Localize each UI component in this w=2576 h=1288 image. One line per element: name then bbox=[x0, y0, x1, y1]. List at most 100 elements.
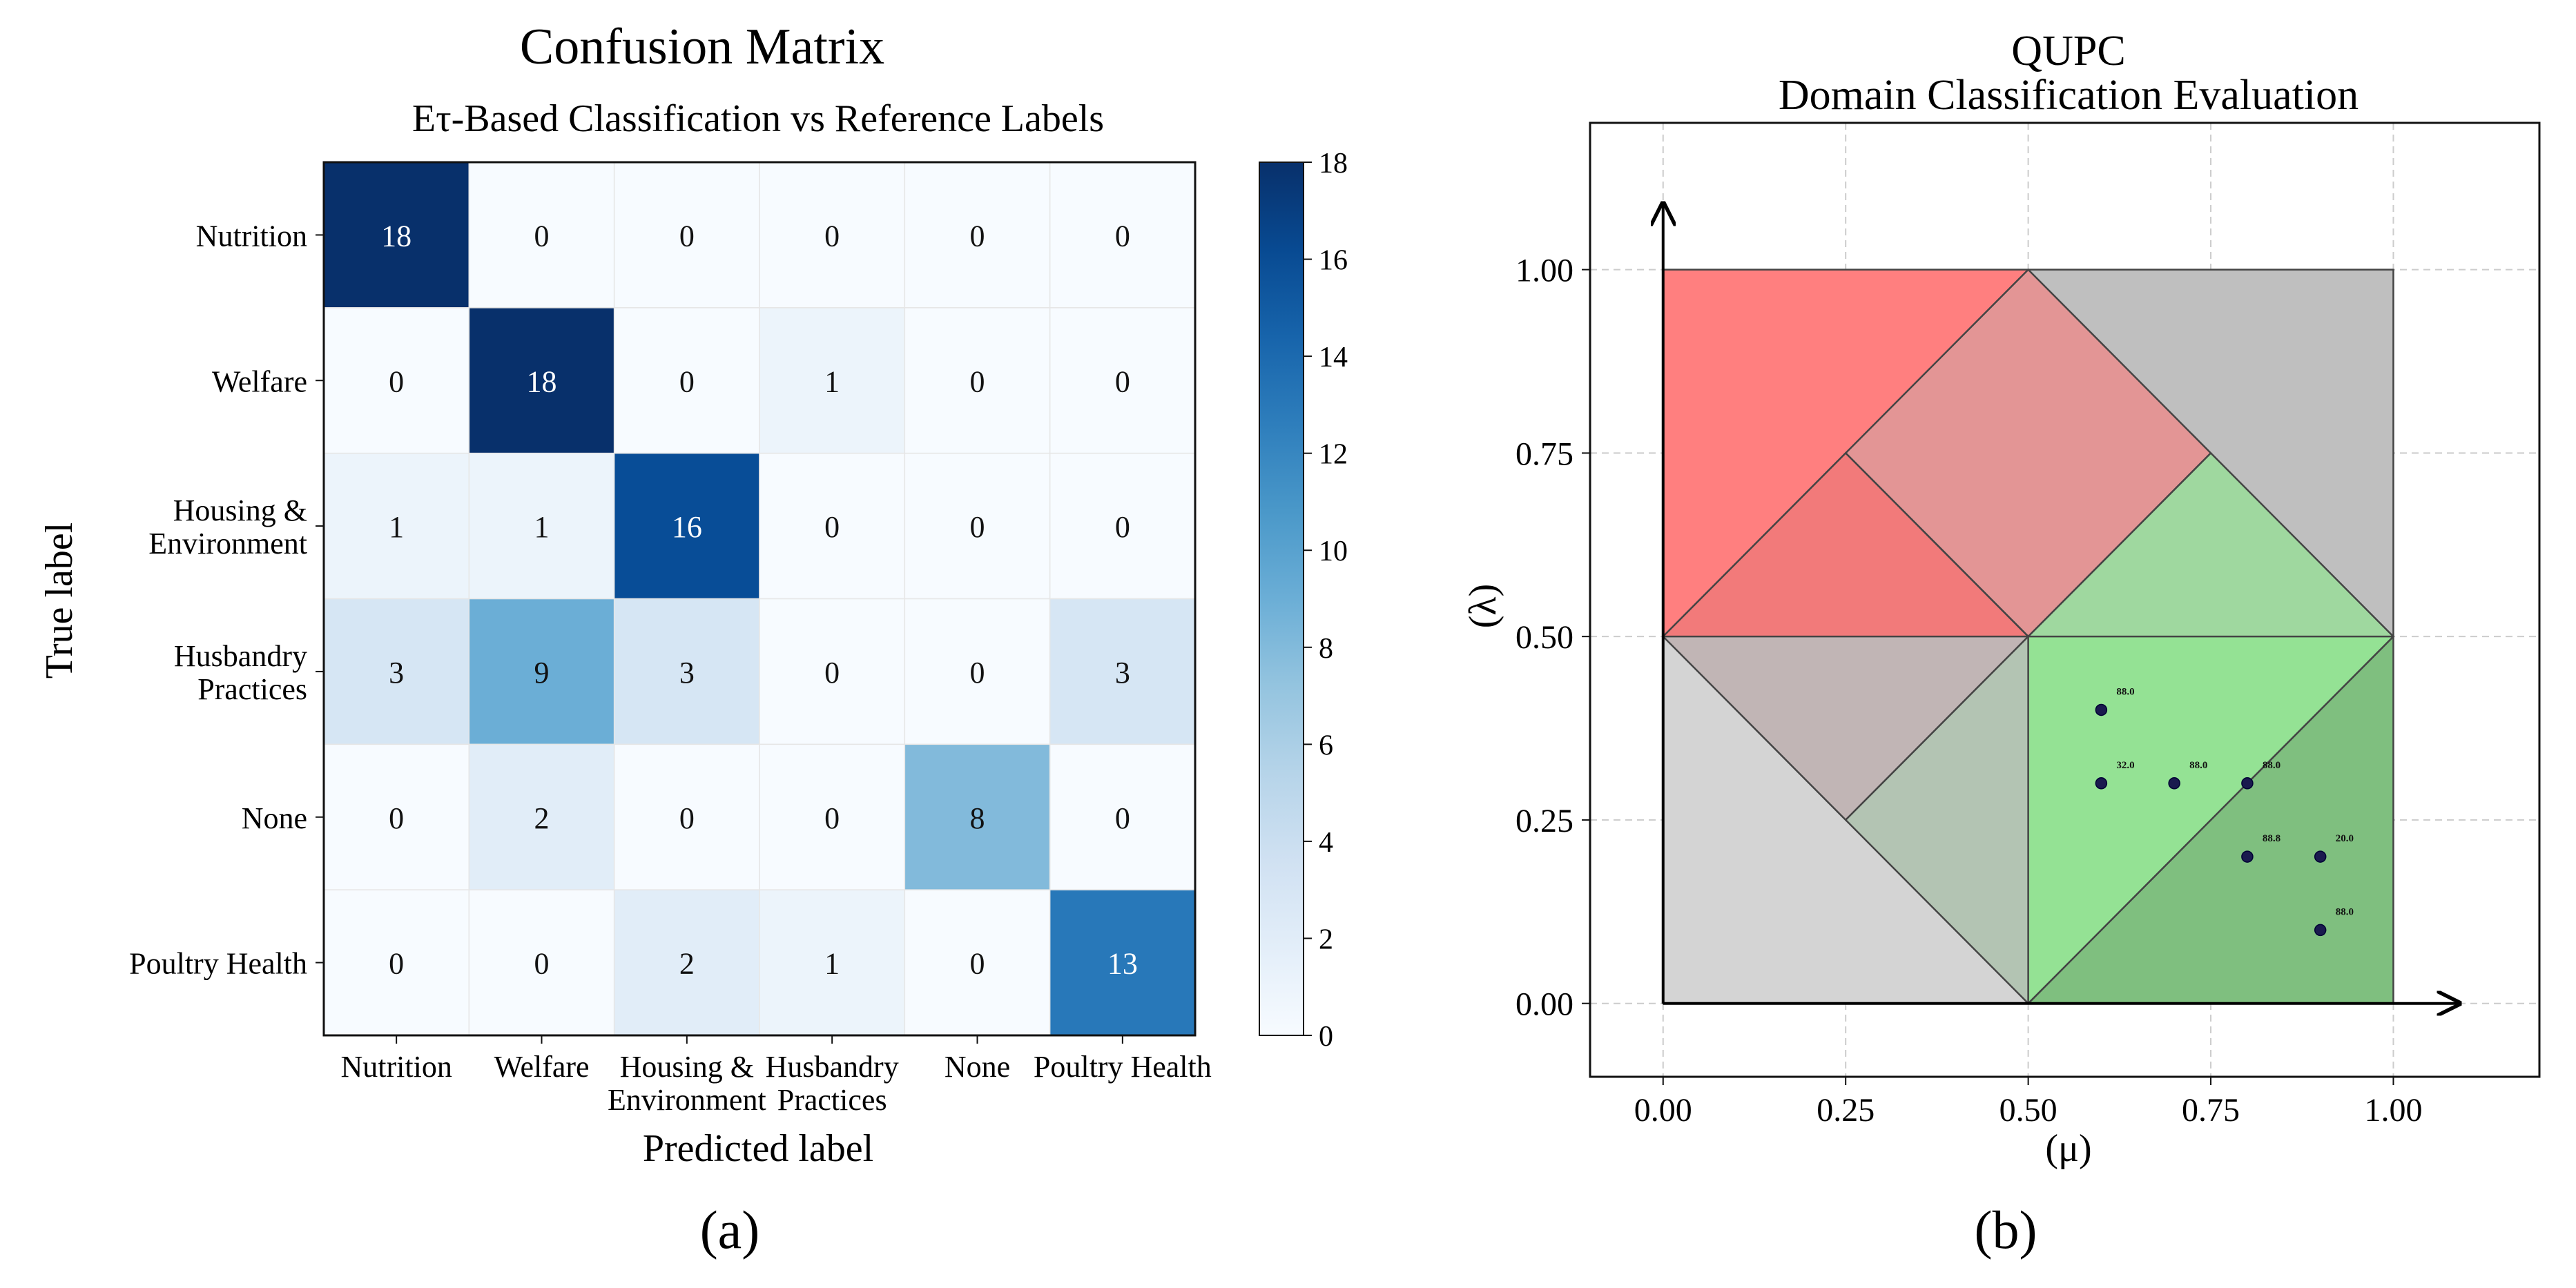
cm-cell-value: 1 bbox=[389, 510, 404, 544]
qupc-point bbox=[2095, 703, 2108, 716]
cm-row-label: Poultry Health bbox=[129, 947, 307, 981]
cm-cell-value: 13 bbox=[1107, 947, 1138, 981]
cm-cell-value: 0 bbox=[824, 801, 840, 835]
cm-col-label: Nutrition bbox=[341, 1050, 452, 1084]
cm-cell bbox=[904, 743, 1051, 890]
panel-label-a: (a) bbox=[700, 1200, 760, 1260]
cm-cell-value: 2 bbox=[679, 947, 695, 981]
cm-cell bbox=[468, 162, 615, 309]
cm-cell bbox=[1049, 452, 1196, 600]
cm-cell-value: 0 bbox=[534, 219, 550, 253]
cm-cell bbox=[468, 307, 615, 454]
cm-cell-value: 1 bbox=[534, 510, 550, 544]
cm-cell bbox=[323, 452, 470, 600]
cm-cell bbox=[759, 598, 906, 745]
cm-subtitle: Eτ-Based Classification vs Reference Lab… bbox=[412, 97, 1104, 140]
cm-cell bbox=[1049, 307, 1196, 454]
cm-cell bbox=[468, 598, 615, 745]
qupc-x-axis-label: (μ) bbox=[2045, 1127, 2091, 1170]
qupc-region-red-small-triangle bbox=[1662, 452, 2029, 638]
cm-cell bbox=[759, 889, 906, 1036]
cm-cell-value: 0 bbox=[679, 219, 695, 253]
cm-cell bbox=[759, 162, 906, 309]
cm-colorbar-gradient bbox=[1259, 162, 1304, 1036]
qupc-title-line-2: Domain Classification Evaluation bbox=[1779, 72, 2359, 119]
cm-row-label: Welfare bbox=[212, 364, 307, 398]
cm-row-label: None bbox=[242, 801, 307, 835]
qupc-point-label: 88.0 bbox=[2116, 686, 2134, 697]
cm-colorbar-tick-label: 2 bbox=[1319, 924, 1333, 955]
qupc-y-tick-label: 0.25 bbox=[1515, 803, 1573, 839]
cm-row-label: Environment bbox=[148, 527, 307, 560]
cm-cell bbox=[1049, 889, 1196, 1036]
cm-cell bbox=[323, 598, 470, 745]
qupc-point bbox=[2314, 850, 2327, 863]
cm-cell-value: 0 bbox=[970, 510, 985, 544]
qupc-y-tick-label: 1.00 bbox=[1515, 253, 1573, 289]
qupc-region-bright-green-triangle bbox=[2027, 635, 2394, 1004]
cm-col-label: Environment bbox=[608, 1083, 766, 1117]
cm-cell-value: 0 bbox=[824, 656, 840, 690]
cm-cell-value: 3 bbox=[389, 656, 404, 690]
cm-cell bbox=[323, 743, 470, 890]
cm-y-axis-label: True label bbox=[38, 523, 81, 679]
qupc-y-tick-label: 0.50 bbox=[1515, 619, 1573, 656]
cm-cell-value: 8 bbox=[970, 801, 985, 835]
qupc-x-tick-label: 1.00 bbox=[2364, 1092, 2422, 1129]
cm-colorbar-tick-label: 4 bbox=[1319, 827, 1333, 859]
qupc-y-axis-label: (λ) bbox=[1462, 584, 1504, 628]
cm-cell-value: 0 bbox=[679, 801, 695, 835]
qupc-point-label: 88.8 bbox=[2263, 833, 2280, 844]
cm-cell bbox=[613, 598, 760, 745]
cm-cell-value: 1 bbox=[824, 364, 840, 398]
cm-colorbar-tick-label: 12 bbox=[1319, 439, 1348, 471]
qupc-point-label: 32.0 bbox=[2116, 760, 2134, 771]
qupc-y-tick-label: 0.00 bbox=[1515, 986, 1573, 1023]
cm-colorbar-tick-label: 10 bbox=[1319, 536, 1348, 567]
cm-row-label: Husbandry bbox=[174, 639, 307, 673]
cm-cell-value: 0 bbox=[970, 219, 985, 253]
cm-cell-value: 3 bbox=[1115, 656, 1130, 690]
cm-cell-value: 18 bbox=[381, 219, 411, 253]
cm-frame bbox=[322, 161, 1197, 1037]
cm-col-label: Housing & bbox=[620, 1050, 754, 1084]
cm-col-label: None bbox=[945, 1050, 1010, 1084]
cm-cell bbox=[323, 162, 470, 309]
cm-cell-value: 3 bbox=[679, 656, 695, 690]
cm-cell-value: 0 bbox=[970, 364, 985, 398]
cm-col-label: Husbandry bbox=[766, 1050, 899, 1084]
cm-cell bbox=[904, 889, 1051, 1036]
cm-x-axis-label: Predicted label bbox=[643, 1127, 873, 1170]
cm-cell-value: 0 bbox=[1115, 801, 1130, 835]
cm-row-label: Housing & bbox=[173, 494, 307, 527]
qupc-x-tick-label: 0.50 bbox=[1999, 1092, 2057, 1129]
panel-label-b: (b) bbox=[1975, 1200, 2037, 1260]
cm-cell-value: 1 bbox=[824, 947, 840, 981]
qupc-x-tick-label: 0.75 bbox=[2182, 1092, 2240, 1129]
cm-cell-value: 0 bbox=[970, 947, 985, 981]
cm-cell-value: 0 bbox=[824, 219, 840, 253]
cm-cell bbox=[904, 452, 1051, 600]
qupc-point-label: 20.0 bbox=[2336, 833, 2354, 844]
cm-cell-value: 0 bbox=[534, 947, 550, 981]
cm-row-label: Practices bbox=[197, 672, 307, 706]
qupc-point bbox=[2241, 850, 2254, 863]
cm-title: Confusion Matrix bbox=[520, 19, 884, 75]
qupc-point bbox=[2314, 924, 2327, 937]
cm-col-label: Welfare bbox=[494, 1050, 589, 1084]
qupc-point bbox=[2095, 777, 2108, 790]
cm-col-label: Practices bbox=[777, 1083, 887, 1117]
cm-cell bbox=[613, 743, 760, 890]
cm-cell-value: 0 bbox=[970, 656, 985, 690]
qupc-point-label: 88.0 bbox=[2263, 760, 2280, 771]
cm-col-label: Poultry Health bbox=[1034, 1050, 1212, 1084]
cm-cell-value: 0 bbox=[389, 947, 404, 981]
cm-colorbar-tick-label: 16 bbox=[1319, 245, 1348, 277]
cm-cell bbox=[904, 162, 1051, 309]
cm-cell-value: 9 bbox=[534, 656, 550, 690]
cm-cell-value: 0 bbox=[824, 510, 840, 544]
qupc-point bbox=[2168, 777, 2180, 790]
qupc-point-label: 88.0 bbox=[2189, 760, 2207, 771]
